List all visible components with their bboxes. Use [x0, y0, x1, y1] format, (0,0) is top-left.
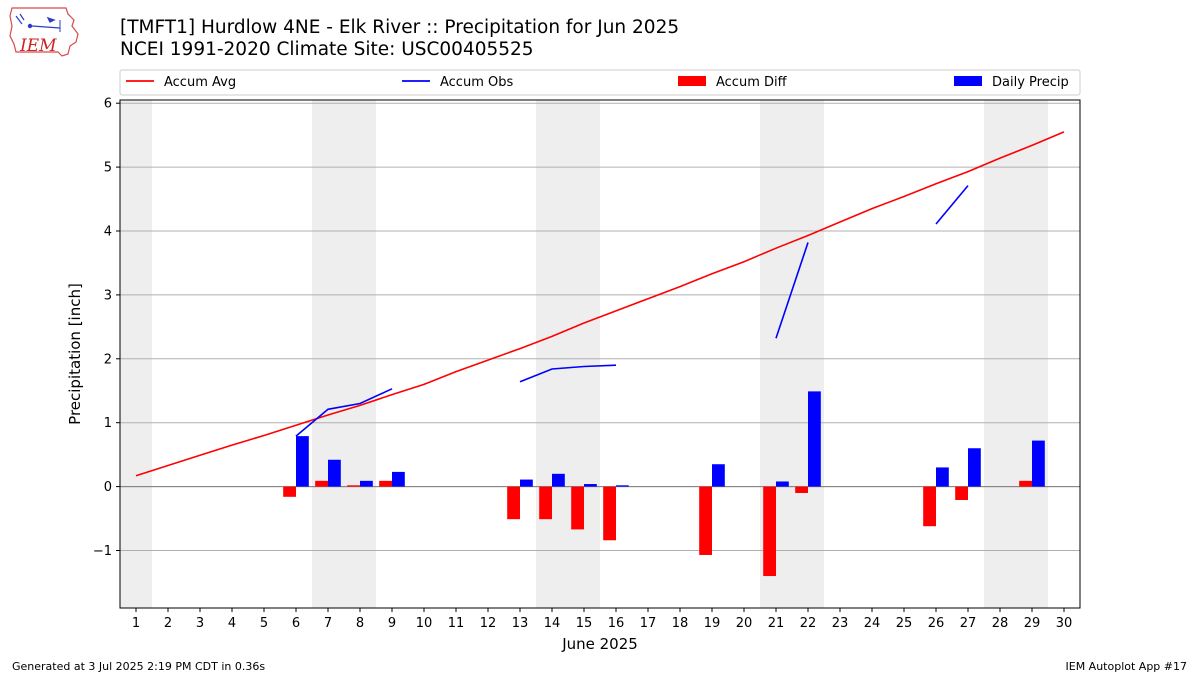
y-tick-label: 6 [104, 97, 112, 112]
x-tick-label: 29 [1024, 616, 1041, 631]
legend-swatch-bar [678, 76, 706, 86]
legend-frame [119, 69, 1081, 96]
x-tick-label: 18 [672, 616, 689, 631]
daily-precip-bar [936, 467, 949, 487]
accum-diff-bar [763, 486, 776, 577]
legend-label: Accum Obs [440, 75, 513, 90]
x-tick-label: 19 [704, 616, 721, 631]
accum-diff-bar [315, 480, 328, 487]
y-tick-label: 0 [104, 480, 112, 495]
daily-precip-bar [552, 473, 565, 487]
x-tick-label: 30 [1056, 616, 1073, 631]
x-tick-label: 23 [832, 616, 849, 631]
weekend-band [536, 100, 600, 608]
x-tick-label: 21 [768, 616, 785, 631]
x-tick-label: 12 [480, 616, 497, 631]
x-tick-label: 6 [292, 616, 300, 631]
x-tick-label: 1 [132, 616, 140, 631]
x-tick-label: 27 [960, 616, 977, 631]
accum-diff-bar [955, 486, 968, 501]
accum-diff-bar [603, 486, 616, 541]
x-tick-label: 14 [544, 616, 561, 631]
legend-label: Accum Avg [164, 75, 236, 90]
legend-label: Accum Diff [716, 75, 788, 90]
x-tick-label: 28 [992, 616, 1009, 631]
accum-obs-line [295, 388, 393, 437]
accum-diff-bar [507, 486, 520, 520]
x-tick-label: 15 [576, 616, 593, 631]
accum-diff-bar [347, 485, 360, 487]
y-tick-label: 5 [104, 161, 112, 176]
daily-precip-bar [584, 484, 597, 487]
x-tick-label: 26 [928, 616, 945, 631]
accum-diff-bar [923, 486, 936, 527]
accum-diff-bar [539, 486, 552, 520]
x-tick-label: 16 [608, 616, 625, 631]
accum-diff-bar [571, 486, 584, 530]
x-tick-label: 2 [164, 616, 172, 631]
accum-obs-line [519, 364, 617, 383]
accum-diff-bar [283, 486, 296, 497]
chart-subtitle: NCEI 1991-2020 Climate Site: USC00405525 [120, 39, 534, 60]
daily-precip-bar [392, 471, 405, 487]
y-tick-label: 2 [104, 352, 112, 367]
chart-title: [TMFT1] Hurdlow 4NE - Elk River :: Preci… [120, 17, 680, 38]
legend: Accum Avg Accum Obs Accum Diff Daily Precip [119, 69, 1081, 96]
x-tick-label: 3 [196, 616, 204, 631]
x-tick-label: 11 [448, 616, 465, 631]
legend-swatch-bar [954, 76, 982, 86]
accum-avg-line [135, 131, 1065, 477]
x-tick-label: 4 [228, 616, 236, 631]
daily-precip-bar [616, 485, 629, 487]
y-tick-label: 4 [104, 224, 112, 239]
footer-generated: Generated at 3 Jul 2025 2:19 PM CDT in 0… [12, 660, 266, 673]
daily-precip-bar [776, 481, 789, 487]
x-tick-label: 8 [356, 616, 364, 631]
x-tick-label: 5 [260, 616, 268, 631]
daily-precip-bar [360, 480, 373, 487]
bar-series [283, 391, 1045, 577]
line-series [135, 131, 1065, 477]
daily-precip-bar [808, 391, 821, 487]
weekend-band [312, 100, 376, 608]
x-tick-label: 20 [736, 616, 753, 631]
daily-precip-bar [296, 436, 309, 487]
y-tick-label: 1 [104, 416, 112, 431]
accum-obs-line [935, 185, 969, 225]
x-tick-label: 25 [896, 616, 913, 631]
x-tick-label: 17 [640, 616, 657, 631]
accum-obs-line [775, 242, 809, 339]
y-tick-label: −1 [93, 544, 112, 559]
daily-precip-bar [968, 448, 981, 487]
x-tick-label: 22 [800, 616, 817, 631]
footer-app: IEM Autoplot App #17 [1065, 660, 1188, 673]
daily-precip-bar [1032, 440, 1045, 487]
weekend-shading [120, 100, 1048, 608]
plot-frame [119, 99, 1081, 609]
weekend-band [120, 100, 152, 608]
accum-diff-bar [1019, 480, 1032, 487]
x-axis-ticks: 1 2 3 4 5 6 7 8 9 10 11 12 13 14 15 16 17 18 19 20 21 22 23 24 2… [132, 608, 1072, 631]
logo-text: IEM [19, 36, 57, 56]
accum-diff-bar [795, 486, 808, 493]
y-axis-ticks: −1 0 1 2 3 4 5 6 [93, 97, 120, 559]
y-axis-label: Precipitation [inch] [66, 283, 84, 425]
x-tick-label: 13 [512, 616, 529, 631]
x-tick-label: 7 [324, 616, 332, 631]
x-tick-label: 9 [388, 616, 396, 631]
x-axis-label: June 2025 [561, 635, 638, 653]
daily-precip-bar [712, 464, 725, 487]
legend-label: Daily Precip [992, 75, 1069, 90]
accum-diff-bar [379, 480, 392, 487]
x-tick-label: 24 [864, 616, 881, 631]
y-tick-label: 3 [104, 288, 112, 303]
weekend-band [984, 100, 1048, 608]
iem-logo: IEM [9, 7, 79, 57]
daily-precip-bar [520, 479, 533, 487]
x-tick-label: 10 [416, 616, 433, 631]
accum-diff-bar [699, 486, 712, 555]
daily-precip-bar [328, 459, 341, 487]
